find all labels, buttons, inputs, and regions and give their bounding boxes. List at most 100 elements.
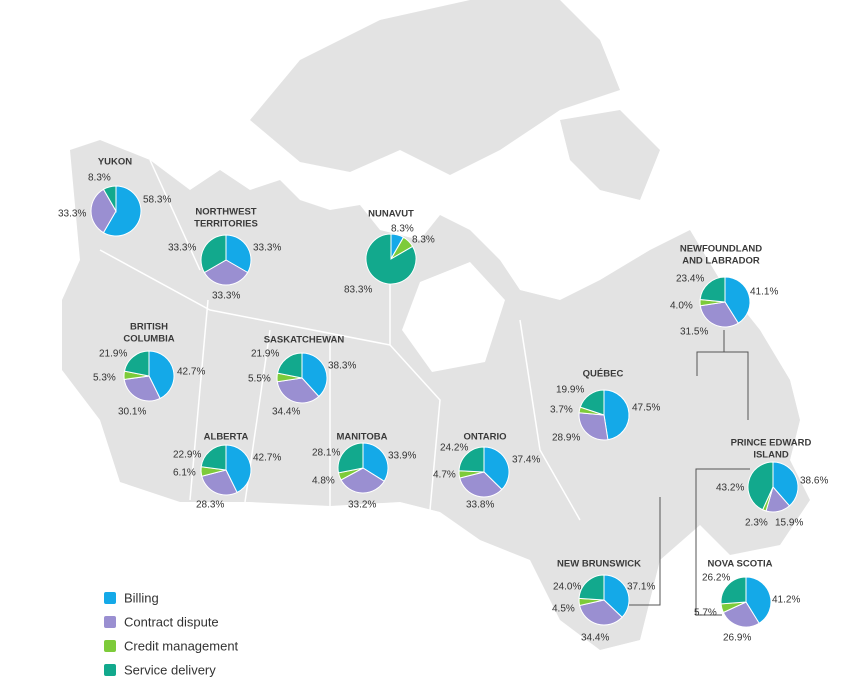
value-label: 34.4%	[272, 407, 300, 418]
value-label: 28.1%	[312, 448, 340, 459]
value-label: 58.3%	[143, 195, 171, 206]
value-label: 41.1%	[750, 287, 778, 298]
pie-slice	[699, 276, 726, 303]
value-label: 41.2%	[772, 595, 800, 606]
legend-label: Contract dispute	[124, 614, 219, 629]
value-label: 33.3%	[58, 209, 86, 220]
value-label: 23.4%	[676, 274, 704, 285]
value-label: 33.2%	[348, 500, 376, 511]
value-label: 8.3%	[88, 173, 111, 184]
pie-title: COLUMBIA	[123, 334, 174, 345]
legend-swatch	[104, 640, 116, 652]
pie-slice	[102, 185, 117, 213]
pie-title: NUNAVUT	[368, 209, 414, 220]
pie-title: TERRITORIES	[194, 219, 258, 230]
pie-slice	[200, 234, 227, 274]
value-label: 4.0%	[670, 301, 693, 312]
pie-slice	[276, 352, 303, 379]
pie-slice	[200, 444, 227, 471]
pie-slice	[603, 574, 630, 618]
value-label: 4.7%	[433, 470, 456, 481]
pie-slice	[276, 377, 320, 404]
value-label: 42.7%	[253, 453, 281, 464]
pie-slice	[772, 461, 799, 507]
value-label: 38.3%	[328, 361, 356, 372]
pie-chart: 47.5% 28.9% 3.7% 19.9% QUÉBEC	[550, 369, 660, 444]
legend-swatch	[104, 616, 116, 628]
value-label: 6.1%	[173, 468, 196, 479]
value-label: 22.9%	[173, 450, 201, 461]
pie-slice	[579, 599, 623, 626]
pie-title: AND LABRADOR	[682, 256, 760, 267]
legend-label: Credit management	[124, 638, 239, 653]
value-label: 33.3%	[253, 243, 281, 254]
value-label: 21.9%	[251, 349, 279, 360]
pie-slice	[123, 375, 161, 402]
pie-chart: 58.3% 33.3% 8.3% YUKON	[58, 157, 171, 237]
value-label: 8.3%	[412, 235, 435, 246]
pie-slice	[459, 471, 503, 498]
value-label: 4.5%	[552, 604, 575, 615]
value-label: 24.2%	[440, 443, 468, 454]
value-label: 33.3%	[168, 243, 196, 254]
pie-slice	[483, 446, 510, 491]
pie-slice	[301, 352, 328, 398]
pie-chart: 8.3%8.3% 83.3% NUNAVUT	[344, 209, 435, 296]
value-label: 8.3%	[391, 224, 414, 235]
value-label: 4.8%	[312, 476, 335, 487]
pie-chart: 41.2% 26.9% 5.7% 26.2% NOVA SCOTIA	[694, 559, 800, 644]
value-label: 5.5%	[248, 374, 271, 385]
value-label: 42.7%	[177, 367, 205, 378]
connectors	[628, 330, 750, 616]
pie-slice	[578, 574, 605, 601]
value-label: 37.1%	[627, 582, 655, 593]
value-label: 43.2%	[716, 483, 744, 494]
value-label: 37.4%	[512, 455, 540, 466]
value-label: 83.3%	[344, 285, 372, 296]
pie-slice	[578, 412, 609, 441]
pie-title: ALBERTA	[204, 432, 249, 443]
value-label: 28.3%	[196, 500, 224, 511]
legend-label: Billing	[124, 590, 159, 605]
pie-title: NEW BRUNSWICK	[557, 559, 641, 570]
land	[62, 0, 810, 650]
value-label: 21.9%	[99, 349, 127, 360]
value-label: 3.7%	[550, 405, 573, 416]
pie-slice	[722, 601, 760, 628]
value-label: 31.5%	[680, 327, 708, 338]
pie-slice	[720, 576, 747, 605]
pie-slice	[337, 442, 364, 474]
pie-slice	[102, 185, 142, 237]
value-label: 33.3%	[212, 291, 240, 302]
pie-slice	[747, 461, 774, 511]
pie-chart: 37.4% 33.8% 4.7% 24.2%ONTARIO	[433, 432, 540, 511]
pie-title: QUÉBEC	[583, 369, 624, 380]
value-label: 28.9%	[552, 433, 580, 444]
pie-title: NOVA SCOTIA	[708, 559, 773, 570]
value-label: 33.8%	[466, 500, 494, 511]
pie-title: ISLAND	[753, 450, 789, 461]
value-label: 26.9%	[723, 633, 751, 644]
pie-slice	[365, 233, 417, 285]
value-label: 26.2%	[702, 573, 730, 584]
value-label: 24.0%	[553, 582, 581, 593]
pie-chart: 37.1% 34.4% 4.5% 24.0% NEW BRUNSWICK	[552, 559, 655, 644]
value-label: 47.5%	[632, 403, 660, 414]
value-label: 33.9%	[388, 451, 416, 462]
value-label: 5.7%	[694, 608, 717, 619]
value-label: 15.9%	[775, 518, 803, 529]
pie-chart: 33.9% 33.2% 4.8% 28.1% MANITOBA	[312, 432, 416, 511]
value-label: 19.9%	[556, 385, 584, 396]
pie-title: NORTHWEST	[195, 207, 256, 218]
pie-title: SASKATCHEWAN	[264, 335, 345, 346]
pie-slice	[203, 259, 249, 286]
pie-title: YUKON	[98, 157, 132, 168]
pie-slice	[699, 301, 739, 328]
value-label: 34.4%	[581, 633, 609, 644]
pie-slice	[148, 350, 175, 400]
pie-slice	[225, 444, 252, 494]
